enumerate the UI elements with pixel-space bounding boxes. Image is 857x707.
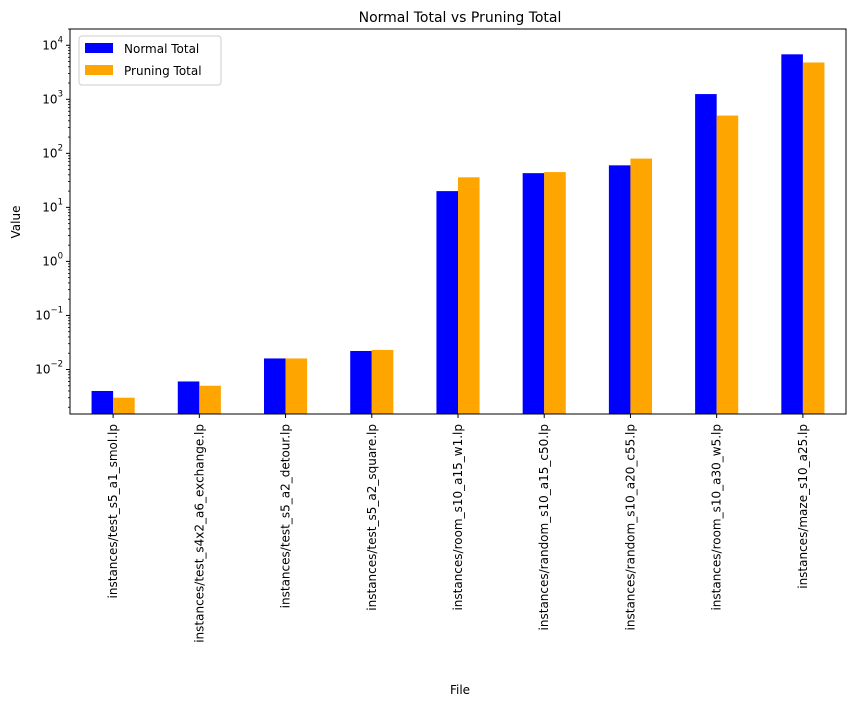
bars-layer (91, 54, 825, 415)
bar-normal-5 (522, 173, 545, 414)
y-tick-label-0: 10−2 (35, 359, 63, 376)
y-axis: 10−2 10−1 100 101 102 103 104 (35, 28, 70, 408)
y-tick-label-5: 103 (42, 89, 63, 106)
bar-normal-3 (350, 350, 372, 414)
legend-label-1: Pruning Total (124, 64, 202, 78)
x-tick-label-8: instances/maze_s10_a25.lp (796, 424, 810, 589)
x-tick-label-3: instances/test_s5_a2_square.lp (365, 424, 379, 611)
bar-pruning-0 (113, 397, 135, 414)
bar-normal-7 (695, 94, 717, 414)
legend: Normal Total Pruning Total (78, 35, 222, 86)
x-tick-label-4: instances/room_s10_a15_w1.lp (451, 424, 465, 611)
bar-normal-6 (608, 165, 631, 414)
x-tick-label-1: instances/test_s4x2_a6_exchange.lp (192, 424, 206, 643)
y-tick-label-6: 104 (42, 35, 63, 52)
x-axis-title: File (450, 683, 470, 697)
bar-pruning-7 (716, 115, 739, 414)
y-tick-label-3: 101 (42, 197, 63, 214)
bar-pruning-5 (544, 172, 566, 414)
bar-pruning-2 (285, 358, 308, 414)
legend-box (78, 35, 222, 86)
bar-pruning-8 (802, 62, 825, 415)
y-tick-label-1: 10−1 (35, 305, 63, 322)
x-tick-label-0: instances/test_s5_a1_smol.lp (106, 424, 120, 598)
legend-swatch-1 (85, 65, 113, 75)
y-tick-label-2: 100 (42, 251, 63, 268)
x-tick-label-5: instances/random_s10_a15_c50.lp (537, 424, 551, 630)
x-tick-label-7: instances/room_s10_a30_w5.lp (710, 424, 724, 611)
y-tick-label-4: 102 (42, 143, 63, 160)
bar-pruning-4 (458, 177, 480, 414)
chart-title: Normal Total vs Pruning Total (359, 10, 562, 26)
bar-normal-2 (264, 358, 286, 414)
x-axis: instances/test_s5_a1_smol.lp instances/te… (106, 414, 810, 643)
bar-normal-4 (436, 191, 458, 414)
bar-normal-8 (781, 54, 803, 414)
x-tick-label-2: instances/test_s5_a2_detour.lp (279, 424, 293, 608)
bar-normal-1 (177, 381, 200, 414)
legend-swatch-0 (85, 43, 113, 53)
x-tick-label-6: instances/random_s10_a20_c55.lp (623, 424, 637, 630)
bar-normal-0 (91, 390, 114, 414)
legend-label-0: Normal Total (124, 42, 199, 56)
bar-pruning-1 (199, 385, 221, 414)
bar-pruning-6 (630, 158, 652, 414)
bar-pruning-3 (371, 349, 394, 414)
y-axis-title: Value (9, 206, 23, 239)
